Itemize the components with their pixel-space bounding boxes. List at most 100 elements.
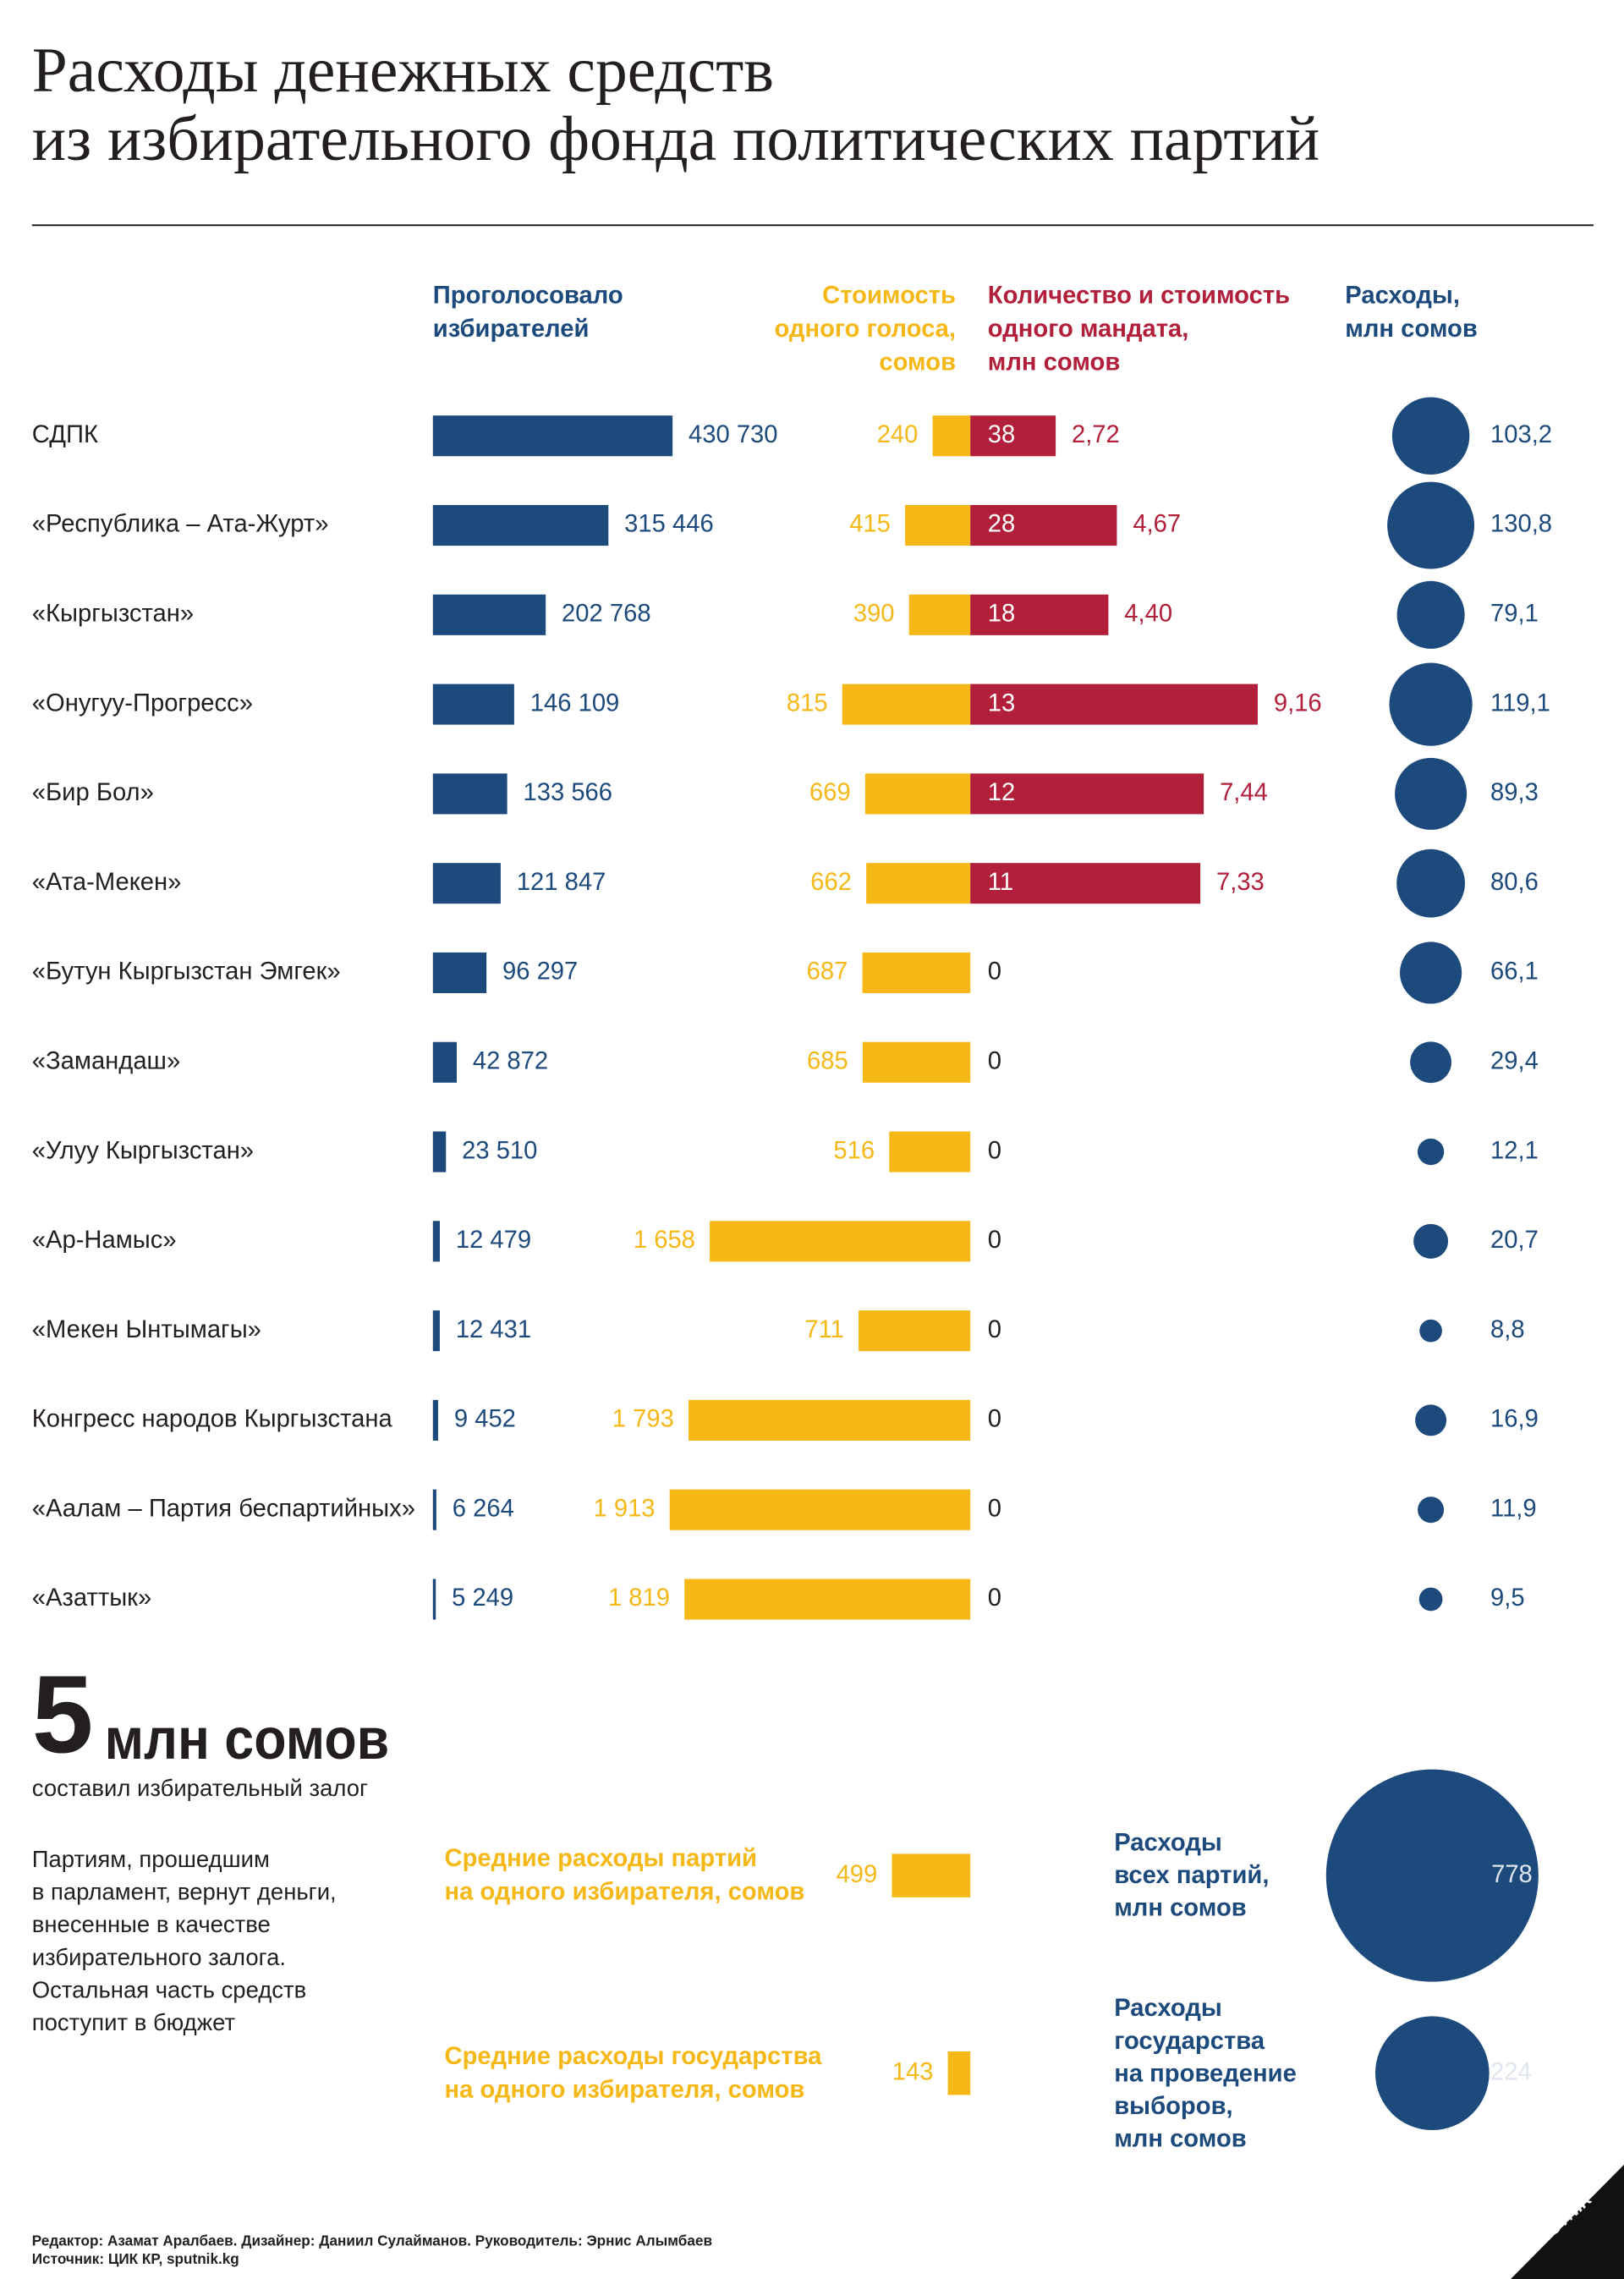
voters-label: 12 431	[456, 1316, 531, 1343]
mandate-count: 18	[988, 601, 1015, 628]
vote-cost-label: 390	[853, 601, 895, 628]
party-label: «Ар-Намыс»	[32, 1227, 177, 1254]
vote-cost-label: 687	[807, 958, 848, 986]
note: Партиям, прошедшим в парламент, вернут де…	[32, 1846, 337, 2035]
vote-cost-bar	[905, 504, 971, 546]
voters-bar	[432, 773, 508, 815]
voters-label: 6 264	[453, 1495, 514, 1522]
vote-cost-label: 662	[810, 869, 852, 896]
expense-bubble	[1387, 481, 1475, 569]
mandate-cost-label: 7,33	[1216, 869, 1265, 896]
expense-bubble	[1391, 397, 1470, 475]
mandate-cost-label: 7,44	[1220, 779, 1268, 806]
title: Расходы денежных средств из избирательног…	[32, 36, 1320, 174]
party-label: «Аалам – Партия беспартийных»	[32, 1495, 415, 1522]
party-label: СДПК	[32, 421, 98, 448]
mandate-cost-label: 9,16	[1274, 689, 1322, 717]
voters-label: 5 249	[452, 1584, 513, 1612]
deposit-unit: млн сомов	[105, 1706, 390, 1771]
mandate-count: 0	[988, 1227, 1001, 1254]
expense-bubble	[1417, 1138, 1445, 1166]
expense-bubble	[1396, 848, 1465, 918]
vote-cost-label: 711	[804, 1316, 844, 1343]
party-label: «Азаттык»	[32, 1584, 151, 1612]
voters-label: 96 297	[502, 958, 578, 986]
voters-bar	[432, 1399, 438, 1441]
voters-label: 121 847	[517, 869, 606, 896]
vote-cost-bar	[859, 1310, 971, 1352]
expense-label: 8,8	[1490, 1316, 1525, 1343]
vote-cost-bar	[862, 1041, 971, 1083]
expense-label: 119,1	[1490, 689, 1550, 717]
deposit-caption: составил избирательный залог	[32, 1775, 368, 1801]
footer-line: Редактор: Азамат Аралбаев. Дизайнер: Дан…	[32, 2232, 712, 2249]
mandate-count: 0	[988, 1047, 1001, 1074]
mandate-count: 0	[988, 1137, 1001, 1164]
expense-bubble	[1415, 1404, 1447, 1436]
voters-bar	[432, 1221, 440, 1262]
vote-cost-bar	[932, 415, 971, 457]
voters-label: 315 446	[624, 511, 714, 538]
mandate-bar	[970, 773, 1204, 815]
mandate-count: 13	[988, 689, 1015, 717]
party-label: «Улуу Кыргызстан»	[32, 1137, 254, 1164]
party-label: «Бир Бол»	[32, 779, 154, 806]
party-label: «Бутун Кыргызстан Эмгек»	[32, 958, 341, 986]
vote-cost-label: 516	[833, 1137, 875, 1164]
total-bubble	[1374, 2016, 1490, 2131]
column-header: Расходы, млн сомов	[1345, 282, 1478, 342]
vote-cost-label: 415	[849, 511, 891, 538]
voters-bar	[432, 415, 673, 457]
expense-bubble	[1418, 1587, 1443, 1612]
mandate-count: 0	[988, 1495, 1001, 1522]
voters-label: 146 109	[530, 689, 620, 717]
total-bubble	[1325, 1769, 1539, 1982]
total-label: Расходы государства на проведение выборов, м…	[1114, 1995, 1297, 2153]
logo-corner	[1511, 2164, 1624, 2279]
mandate-cost-label: 4,67	[1133, 511, 1181, 538]
vote-cost-bar	[684, 1579, 971, 1620]
expense-label: 79,1	[1490, 601, 1539, 628]
expense-bubble	[1395, 757, 1468, 830]
expense-label: 103,2	[1490, 421, 1552, 448]
vote-cost-bar	[669, 1489, 971, 1530]
vote-cost-bar	[842, 684, 971, 725]
expense-label: 16,9	[1490, 1406, 1539, 1433]
vote-cost-label: 1 913	[594, 1495, 656, 1522]
column-header: Количество и стоимость одного мандата, млн…	[988, 282, 1290, 376]
voters-label: 23 510	[462, 1137, 537, 1164]
mandate-count: 0	[988, 1584, 1001, 1612]
column-header: Стоимость одного голоса, сомов	[774, 282, 956, 376]
party-label: «Онугуу-Прогресс»	[32, 689, 253, 717]
mandate-cost-label: 4,40	[1124, 601, 1172, 628]
vote-cost-bar	[710, 1221, 971, 1262]
mandate-count: 0	[988, 1406, 1001, 1433]
voters-label: 202 768	[562, 601, 651, 628]
mandate-count: 0	[988, 958, 1001, 986]
party-label: «Ата-Мекен»	[32, 869, 182, 896]
average-label: Средние расходы государства на одного изб…	[445, 2043, 823, 2103]
expense-label: 20,7	[1490, 1227, 1539, 1254]
expense-bubble	[1418, 1496, 1445, 1524]
vote-cost-label: 1 658	[634, 1227, 695, 1254]
voters-bar	[432, 1489, 436, 1530]
voters-label: 9 452	[454, 1406, 516, 1433]
expense-label: 89,3	[1490, 779, 1539, 806]
voters-label: 12 479	[456, 1227, 531, 1254]
party-label: «Кыргызстан»	[32, 601, 194, 628]
expense-label: 12,1	[1490, 1137, 1539, 1164]
voters-label: 133 566	[524, 779, 613, 806]
average-label: Средние расходы партий на одного избирате…	[445, 1845, 805, 1905]
mandate-count: 0	[988, 1316, 1001, 1343]
vote-cost-label: 1 793	[612, 1406, 674, 1433]
vote-cost-label: 240	[877, 421, 919, 448]
vote-cost-bar	[889, 1131, 971, 1172]
voters-bar	[432, 863, 501, 904]
voters-label: 430 730	[689, 421, 778, 448]
party-label: «Республика – Ата-Журт»	[32, 511, 329, 538]
party-label: Конгресс народов Кыргызстана	[32, 1406, 393, 1433]
mandate-bar	[970, 504, 1117, 546]
voters-bar	[432, 504, 609, 546]
